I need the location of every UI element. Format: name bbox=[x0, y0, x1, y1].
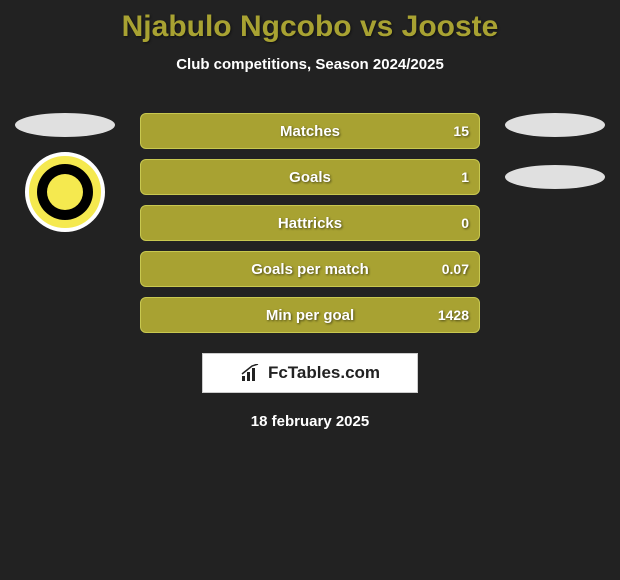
footer-date: 18 february 2025 bbox=[140, 413, 480, 430]
stat-bar-goals: Goals 1 bbox=[140, 159, 480, 195]
stat-label: Hattricks bbox=[278, 215, 342, 232]
branding-box: FcTables.com bbox=[202, 353, 418, 393]
page-title: Njabulo Ngcobo vs Jooste bbox=[0, 0, 620, 44]
stat-label: Goals bbox=[289, 169, 331, 186]
stat-label: Min per goal bbox=[266, 307, 354, 324]
kaizer-chiefs-icon bbox=[37, 164, 93, 220]
stat-bar-min-per-goal: Min per goal 1428 bbox=[140, 297, 480, 333]
stats-column: Matches 15 Goals 1 Hattricks 0 Goals per… bbox=[140, 113, 480, 430]
stat-bar-goals-per-match: Goals per match 0.07 bbox=[140, 251, 480, 287]
left-player-avatar bbox=[15, 113, 115, 137]
right-player-column bbox=[500, 113, 610, 204]
stat-bar-matches: Matches 15 bbox=[140, 113, 480, 149]
page-subtitle: Club competitions, Season 2024/2025 bbox=[0, 56, 620, 73]
stat-value: 15 bbox=[453, 123, 469, 139]
right-club-logo bbox=[505, 165, 605, 189]
stat-value: 0 bbox=[461, 215, 469, 231]
stat-label: Goals per match bbox=[251, 261, 369, 278]
main-content: Matches 15 Goals 1 Hattricks 0 Goals per… bbox=[0, 113, 620, 430]
stat-bar-hattricks: Hattricks 0 bbox=[140, 205, 480, 241]
stat-value: 1428 bbox=[438, 307, 469, 323]
left-player-column bbox=[10, 113, 120, 232]
stat-value: 1 bbox=[461, 169, 469, 185]
brand-name: FcTables.com bbox=[268, 363, 380, 383]
stat-label: Matches bbox=[280, 123, 340, 140]
chart-icon bbox=[240, 364, 262, 382]
stat-value: 0.07 bbox=[442, 261, 469, 277]
left-club-logo bbox=[25, 152, 105, 232]
right-player-avatar bbox=[505, 113, 605, 137]
